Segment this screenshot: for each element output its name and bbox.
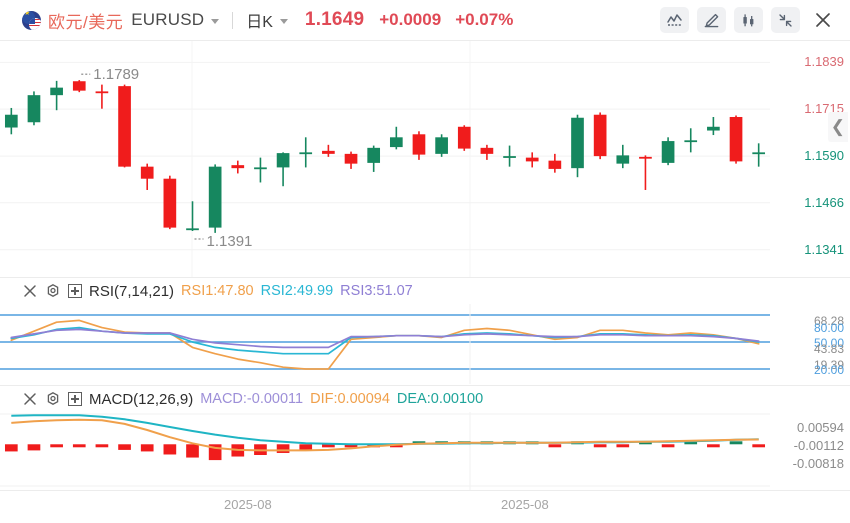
macd-expand-box-icon[interactable] — [68, 392, 82, 406]
symbol-name-cn: 欧元/美元 — [48, 12, 124, 32]
chevron-left-icon[interactable]: ❮ — [827, 112, 848, 142]
draw-pencil-icon[interactable] — [697, 7, 726, 33]
macd-plot[interactable] — [0, 412, 850, 490]
rsi-settings-gear-icon[interactable] — [45, 283, 61, 299]
rsi-title: RSI(7,14,21) — [89, 282, 175, 300]
rsi-axis-label: 43.83 — [813, 342, 844, 356]
macd-axis-label: 0.00594 — [797, 420, 844, 435]
price-axis-label: 1.1839 — [804, 54, 844, 70]
rsi-axis-label: 50.00 — [813, 336, 844, 350]
price-change-percent: +0.07% — [455, 10, 514, 29]
x-axis-label-2: 2025-08 — [501, 497, 549, 512]
macd-axis: 0.00594 -0.00112 -0.00818 — [770, 412, 850, 490]
rsi-axis-label: 19.39 — [813, 358, 844, 372]
candlestick-plot[interactable]: 1.1789 1.1391 — [0, 41, 850, 277]
svg-text:1.1391: 1.1391 — [207, 233, 253, 250]
macd-axis-label: -0.00818 — [792, 456, 844, 471]
header-toolbar — [660, 7, 850, 33]
price-axis-label: 1.1466 — [804, 194, 844, 210]
period-dropdown-caret[interactable] — [279, 19, 288, 24]
collapse-arrows-icon[interactable] — [771, 7, 800, 33]
x-axis-label-1: 2025-08 — [224, 497, 272, 512]
eu-us-flag-icon — [22, 10, 41, 30]
rsi-expand-box-icon[interactable] — [68, 284, 82, 298]
period-selector-label[interactable]: 日K — [246, 14, 273, 31]
macd-value: MACD:-0.00011 — [200, 391, 304, 407]
rsi-axis: 68.28 80.00 50.00 43.83 19.39 20.00 — [770, 304, 850, 384]
price-change: +0.0009 — [379, 10, 442, 29]
rsi-axis-label: 20.00 — [813, 363, 844, 377]
dif-value: DIF:0.00094 — [310, 391, 390, 407]
header-divider — [232, 11, 234, 29]
rsi1-value: RSI1:47.80 — [181, 283, 254, 299]
macd-header: MACD(12,26,9) MACD:-0.00011 DIF:0.00094 … — [0, 385, 850, 412]
price-axis: 1.1839 1.1715 1.1590 1.1466 1.1341 — [770, 41, 850, 277]
rsi2-value: RSI2:49.99 — [260, 283, 334, 299]
symbol-name-en: EURUSD — [131, 10, 205, 29]
chart-header: 欧元/美元 EURUSD 日K 1.1649 +0.0009 +0.07% — [0, 0, 850, 41]
macd-close-icon[interactable] — [22, 391, 38, 407]
dea-value: DEA:0.00100 — [396, 391, 484, 407]
price-axis-label: 1.1590 — [804, 148, 844, 164]
rsi-plot[interactable] — [0, 304, 850, 384]
indicator-line-icon[interactable] — [660, 7, 689, 33]
symbol-info: 欧元/美元 EURUSD 日K 1.1649 +0.0009 +0.07% — [0, 8, 513, 33]
x-axis-divider — [0, 490, 850, 491]
price-panel: 1.1789 1.1391 1.1839 1.1715 1.1590 1.1466 1.1… — [0, 41, 850, 277]
svg-text:1.1789: 1.1789 — [93, 66, 139, 83]
macd-axis-label: -0.00112 — [793, 438, 844, 453]
rsi3-value: RSI3:51.07 — [340, 283, 413, 299]
macd-title: MACD(12,26,9) — [89, 390, 194, 408]
close-icon[interactable] — [808, 7, 837, 33]
macd-settings-gear-icon[interactable] — [45, 391, 61, 407]
candlestick-icon[interactable] — [734, 7, 763, 33]
rsi-panel: 68.28 80.00 50.00 43.83 19.39 20.00 — [0, 304, 850, 384]
macd-panel: 0.00594 -0.00112 -0.00818 — [0, 412, 850, 490]
rsi-header: RSI(7,14,21) RSI1:47.80 RSI2:49.99 RSI3:… — [0, 277, 850, 304]
last-price: 1.1649 — [304, 9, 365, 30]
price-axis-label: 1.1341 — [804, 241, 844, 257]
rsi-close-icon[interactable] — [22, 283, 38, 299]
rsi-axis-label: 68.28 — [813, 314, 844, 328]
rsi-axis-label: 80.00 — [813, 321, 844, 335]
symbol-dropdown-caret[interactable] — [211, 19, 220, 24]
